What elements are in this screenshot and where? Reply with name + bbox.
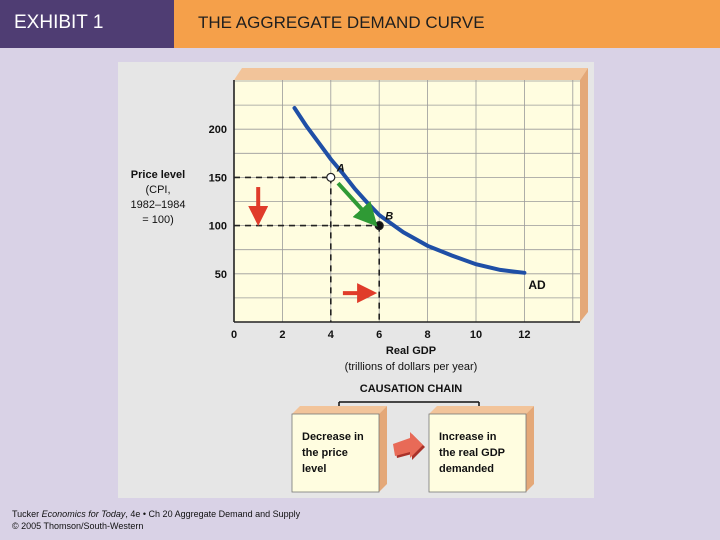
point-A: [326, 172, 336, 182]
y-tick-label: 150: [209, 172, 227, 184]
plot-shadow-top: [234, 68, 588, 80]
causation-chain-title: CAUSATION CHAIN: [360, 383, 463, 395]
point-label-A: A: [336, 162, 345, 174]
y-axis-title: Price level (CPI, 1982–1984 = 100): [130, 169, 185, 226]
causation-box-decrease-side: [379, 406, 387, 492]
footer-book-title: Economics for Today: [41, 509, 126, 519]
footer-line-1: Tucker Economics for Today, 4e • Ch 20 A…: [12, 508, 300, 520]
causation-box-increase-line-1: Increase in: [439, 431, 497, 443]
footer-credits: Tucker Economics for Today, 4e • Ch 20 A…: [12, 508, 300, 532]
x-tick-label: 0: [231, 329, 237, 341]
causation-box-increase: Increase in the real GDP demanded: [428, 406, 534, 493]
causation-box-decrease: Decrease in the price level: [291, 406, 387, 493]
y-axis-title-line-2: (CPI,: [145, 184, 170, 196]
y-tick-label: 200: [209, 124, 227, 136]
slide-title: THE AGGREGATE DEMAND CURVE: [174, 0, 720, 48]
x-axis-subtitle: (trillions of dollars per year): [345, 361, 478, 373]
causation-box-decrease-face: [291, 413, 380, 493]
point-B: [374, 221, 384, 231]
y-axis-title-line-4: = 100): [142, 214, 174, 226]
footer-copyright: © 2005 Thomson/South-Western: [12, 521, 144, 531]
x-tick-label: 4: [328, 329, 335, 341]
y-tick-label: 100: [209, 221, 227, 233]
causation-box-decrease-line-2: the price: [302, 447, 348, 459]
plot-area: [234, 80, 580, 322]
movement-arrows: [248, 181, 378, 304]
y-tick-label: 50: [215, 269, 227, 281]
x-tick-label: 10: [470, 329, 482, 341]
x-axis-title: Real GDP: [386, 345, 436, 357]
x-tick-label: 2: [279, 329, 285, 341]
causation-box-increase-line-3: demanded: [439, 463, 494, 475]
x-tick-label: 6: [376, 329, 382, 341]
y-axis-title-line-1: Price level: [131, 169, 185, 181]
ad-curve-label: AD: [528, 278, 546, 292]
exhibit-label: EXHIBIT 1: [0, 0, 174, 48]
causation-box-decrease-line-3: level: [302, 463, 326, 475]
footer-author: Tucker: [12, 509, 42, 519]
x-tick-label: 8: [425, 329, 431, 341]
grid-lines: [234, 80, 580, 322]
green-arrow: [336, 181, 378, 227]
tick-labels: 0 2 4 6 8 10 12 50 100 150 200: [209, 124, 531, 341]
footer-chapter: , 4e • Ch 20 Aggregate Demand and Supply: [125, 509, 301, 519]
causation-box-increase-face: [428, 413, 527, 493]
causation-arrow-body: [393, 432, 423, 458]
x-tick-label: 12: [518, 329, 530, 341]
plot-shadow-right: [580, 68, 588, 322]
causation-box-decrease-line-1: Decrease in: [302, 431, 364, 443]
causation-box-increase-line-2: the real GDP: [439, 447, 505, 459]
causation-box-increase-top: [429, 406, 534, 414]
causation-arrow: [393, 432, 425, 460]
causation-box-decrease-top: [292, 406, 387, 414]
point-label-B: B: [385, 211, 393, 223]
y-axis-title-line-3: 1982–1984: [130, 199, 185, 211]
causation-box-increase-side: [526, 406, 534, 492]
